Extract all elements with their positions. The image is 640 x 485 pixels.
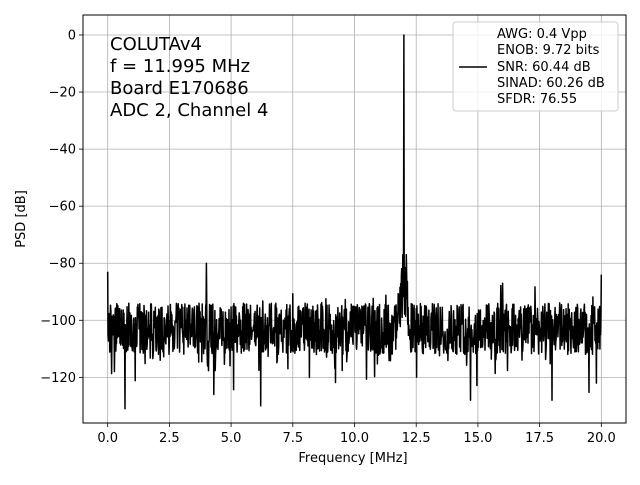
x-axis-title: Frequency [MHz] [298,451,407,466]
annotation-line: COLUTAv4 [110,34,202,55]
x-tick-label: 2.5 [159,431,180,446]
annotation-line: ADC 2, Channel 4 [110,100,268,121]
plot-area [106,34,603,410]
annotation-line: Board E170686 [110,78,249,99]
legend: AWG: 0.4 Vpp ENOB: 9.72 bits SNR: 60.44 … [452,21,619,112]
annotation-line: f = 11.995 MHz [110,56,250,77]
legend-label: SNR: 60.44 dB [497,60,591,75]
x-tick-label: 0.0 [97,431,118,446]
x-axis: 0.0 2.5 5.0 7.5 10.0 12.5 15.0 17.5 20.0 [97,423,616,446]
legend-label: SFDR: 76.55 [497,92,577,107]
psd-series-line [106,34,603,410]
x-tick-label: 12.5 [402,431,431,446]
annotation-block: COLUTAv4 f = 11.995 MHz Board E170686 AD… [110,34,268,121]
legend-label: SINAD: 60.26 dB [497,76,605,91]
x-tick-label: 15.0 [463,431,492,446]
legend-box [452,21,619,112]
y-tick-label: −60 [49,200,76,215]
x-tick-label: 10.0 [340,431,369,446]
x-tick-label: 7.5 [282,431,303,446]
y-tick-label: 0 [68,28,76,43]
y-tick-label: −100 [40,314,76,329]
x-tick-label: 5.0 [221,431,242,446]
x-tick-label: 17.5 [525,431,554,446]
y-tick-label: −40 [49,143,76,158]
legend-label: AWG: 0.4 Vpp [497,27,587,42]
y-tick-label: −80 [49,257,76,272]
y-axis-title: PSD [dB] [14,190,29,248]
y-axis: 0 −20 −40 −60 −80 −100 −120 [40,28,83,386]
y-tick-label: −120 [40,371,76,386]
y-tick-label: −20 [49,86,76,101]
x-tick-label: 20.0 [587,431,616,446]
legend-label: ENOB: 9.72 bits [497,43,600,58]
